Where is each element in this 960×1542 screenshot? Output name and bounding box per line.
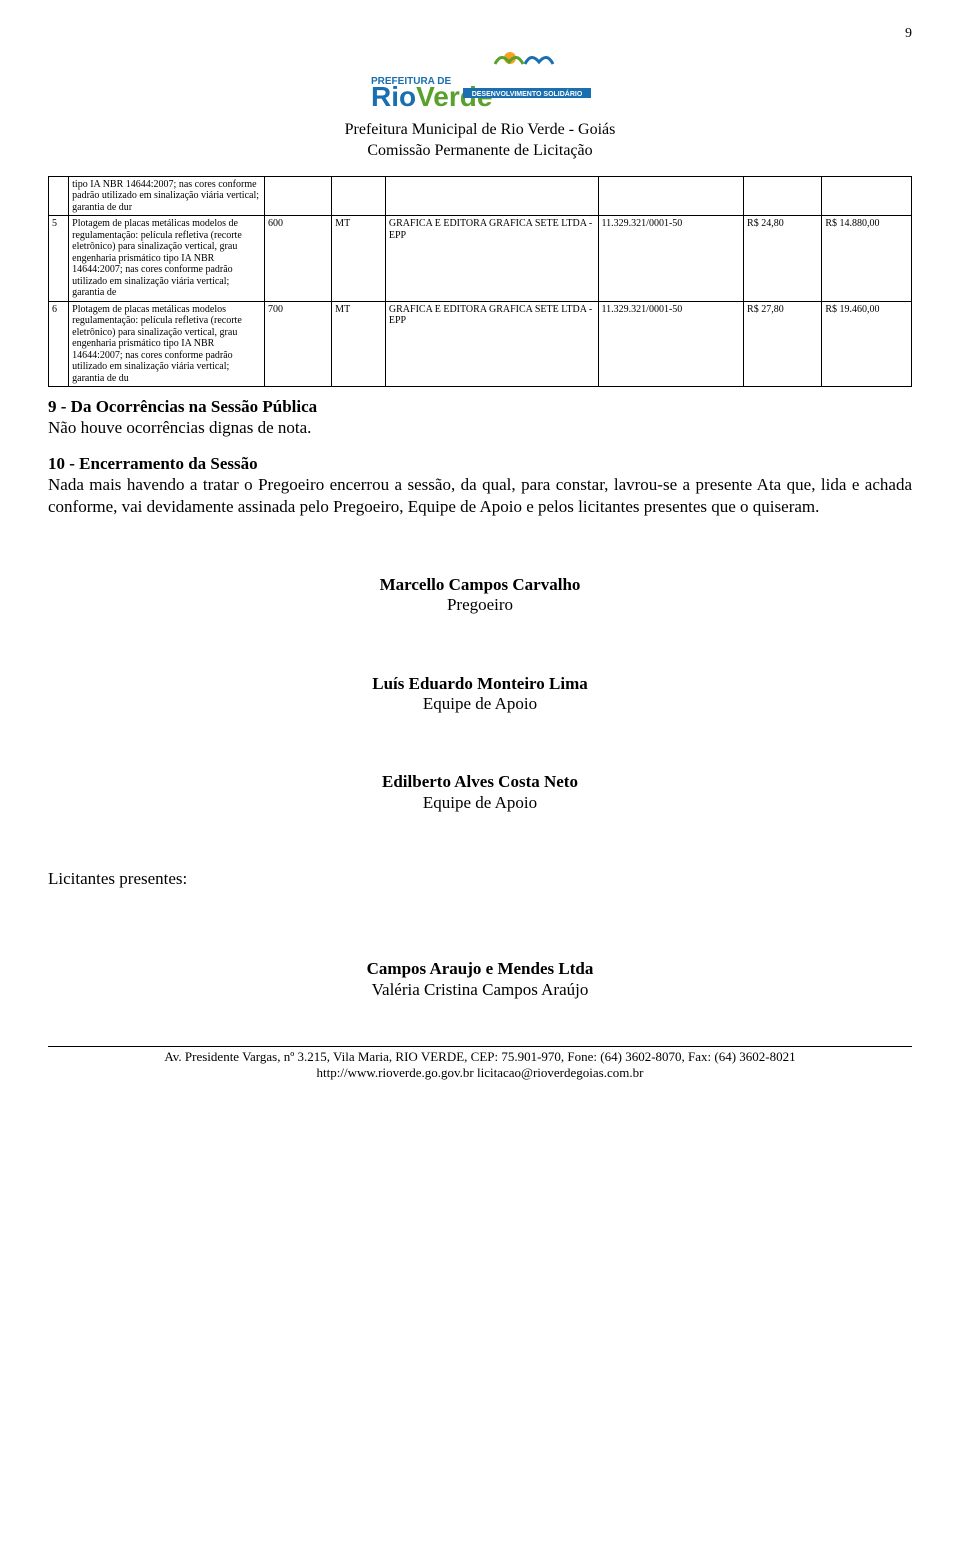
table-cell-desc: tipo IA NBR 14644:2007; nas cores confor… [69,176,265,216]
header-line-1: Prefeitura Municipal de Rio Verde - Goiá… [48,120,912,141]
table-cell-vendor [385,176,598,216]
svg-text:DESENVOLVIMENTO SOLIDÁRIO: DESENVOLVIMENTO SOLIDÁRIO [472,89,583,98]
footer-line-2: http://www.rioverde.go.gov.br licitacao@… [48,1065,912,1081]
signer-name: Luís Eduardo Monteiro Lima [48,674,912,694]
table-cell-price2 [822,176,912,216]
table-cell-cnpj: 11.329.321/0001-50 [598,216,744,302]
rioverde-logo: PREFEITURA DE RioVerde DESENVOLVIMENTO S… [365,44,595,114]
table-row: 6Plotagem de placas metálicas modelos re… [49,301,912,387]
items-table: tipo IA NBR 14644:2007; nas cores confor… [48,176,912,388]
table-cell-cnpj: 11.329.321/0001-50 [598,301,744,387]
signer-role: Equipe de Apoio [48,793,912,813]
table-cell-vendor: GRAFICA E EDITORA GRAFICA SETE LTDA - EP… [385,216,598,302]
table-cell-qty [265,176,332,216]
table-row: 5Plotagem de placas metálicas modelos de… [49,216,912,302]
table-cell-unit: MT [332,301,386,387]
section-10-body: Nada mais havendo a tratar o Pregoeiro e… [48,474,912,517]
logo-container: PREFEITURA DE RioVerde DESENVOLVIMENTO S… [48,44,912,118]
table-cell-cnpj [598,176,744,216]
page-footer: Av. Presidente Vargas, nº 3.215, Vila Ma… [48,1046,912,1082]
table-cell-desc: Plotagem de placas metálicas modelos de … [69,216,265,302]
signer-role: Equipe de Apoio [48,694,912,714]
company-name: Campos Araujo e Mendes Ltda [48,959,912,979]
signature-block-1: Marcello Campos Carvalho Pregoeiro [48,575,912,616]
table-cell-price2: R$ 19.460,00 [822,301,912,387]
table-cell-unit: MT [332,216,386,302]
signer-name: Marcello Campos Carvalho [48,575,912,595]
table-cell-price1: R$ 27,80 [744,301,822,387]
table-cell-desc: Plotagem de placas metálicas modelos reg… [69,301,265,387]
signer-name: Edilberto Alves Costa Neto [48,772,912,792]
table-cell-unit [332,176,386,216]
table-cell-qty: 600 [265,216,332,302]
section-9-heading: 9 - Da Ocorrências na Sessão Pública [48,397,912,417]
table-cell-num: 6 [49,301,69,387]
table-cell-num [49,176,69,216]
header-line-2: Comissão Permanente de Licitação [48,141,912,162]
document-header: Prefeitura Municipal de Rio Verde - Goiá… [48,120,912,162]
table-cell-num: 5 [49,216,69,302]
table-cell-qty: 700 [265,301,332,387]
page-number: 9 [48,26,912,42]
footer-line-1: Av. Presidente Vargas, nº 3.215, Vila Ma… [48,1049,912,1065]
signer-role: Pregoeiro [48,595,912,615]
company-rep: Valéria Cristina Campos Araújo [48,980,912,1000]
table-cell-price1 [744,176,822,216]
table-row: tipo IA NBR 14644:2007; nas cores confor… [49,176,912,216]
section-10-heading: 10 - Encerramento da Sessão [48,454,912,474]
table-cell-price2: R$ 14.880,00 [822,216,912,302]
table-cell-price1: R$ 24,80 [744,216,822,302]
signature-block-2: Luís Eduardo Monteiro Lima Equipe de Apo… [48,674,912,715]
table-cell-vendor: GRAFICA E EDITORA GRAFICA SETE LTDA - EP… [385,301,598,387]
signature-block-3: Edilberto Alves Costa Neto Equipe de Apo… [48,772,912,813]
licitantes-label: Licitantes presentes: [48,869,912,889]
company-block: Campos Araujo e Mendes Ltda Valéria Cris… [48,959,912,1000]
section-9-body: Não houve ocorrências dignas de nota. [48,417,912,438]
